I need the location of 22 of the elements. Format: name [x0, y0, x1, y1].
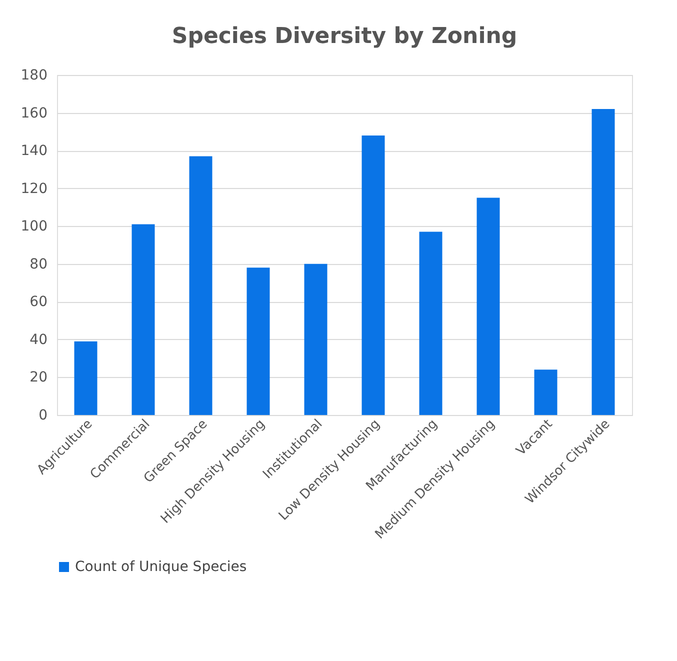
bar	[246, 268, 270, 415]
y-tick-label: 60	[30, 294, 48, 310]
bar	[189, 156, 212, 415]
bar	[74, 341, 98, 415]
y-tick-label: 180	[20, 68, 48, 84]
legend-label: Count of Unique Species	[75, 559, 247, 575]
bar	[362, 135, 385, 415]
bar	[592, 109, 615, 415]
bar	[534, 370, 558, 415]
y-tick-label: 20	[30, 370, 48, 386]
y-tick-label: 120	[20, 180, 48, 197]
y-tick-label: 140	[20, 143, 48, 160]
bar	[132, 224, 155, 415]
chart-title: Species Diversity by Zoning	[172, 24, 518, 49]
y-tick-label: 0	[38, 408, 48, 424]
y-tick-label: 160	[20, 105, 48, 122]
y-tick-label: 40	[30, 332, 48, 348]
bar	[476, 198, 500, 415]
y-tick-label: 100	[20, 218, 48, 235]
bar	[419, 232, 442, 415]
y-tick-label: 80	[30, 256, 48, 272]
bar	[304, 264, 328, 415]
